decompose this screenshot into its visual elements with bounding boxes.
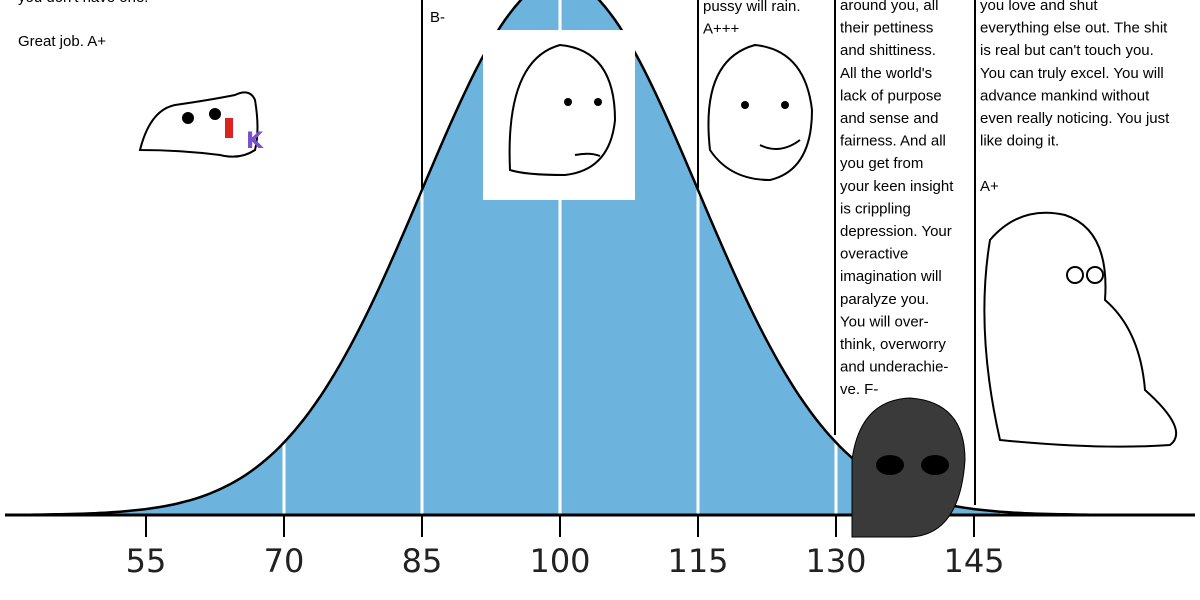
caption-line: you get from <box>840 155 923 172</box>
curve <box>5 0 1195 517</box>
caption-line: You will over- <box>840 313 929 330</box>
caption-line: like doing it. <box>980 133 1059 150</box>
tick-label: 70 <box>264 542 305 580</box>
caption-line: you don't have one. <box>18 0 148 6</box>
caption-line: even really noticing. You just <box>980 110 1170 127</box>
caption-line: fairness. And all <box>840 133 946 150</box>
caption-line: think, overworry <box>840 336 946 353</box>
black-dividers <box>421 0 976 505</box>
face-left: K <box>138 91 264 158</box>
tick-label: 115 <box>667 542 728 580</box>
face-center <box>483 30 635 200</box>
caption-line: is real but can't touch you. <box>980 42 1154 59</box>
tick-label: 55 <box>126 542 167 580</box>
caption-line: A+++ <box>703 21 740 38</box>
caption-line: and sense and <box>840 110 938 127</box>
tick-label: 130 <box>805 542 866 580</box>
caption-line: ve. F- <box>840 381 878 398</box>
caption-line: their pettiness <box>840 20 933 37</box>
caption-line: and shittiness. <box>840 42 936 59</box>
caption-line: overactive <box>840 246 908 263</box>
caption-line: and underachie- <box>840 359 948 376</box>
face-doomer <box>851 397 966 538</box>
caption-line: lack of purpose <box>840 87 942 104</box>
caption-line: around you, all <box>840 0 938 14</box>
caption-line: you love and shut <box>980 0 1098 14</box>
face-smug <box>707 43 814 182</box>
caption-line: pussy will rain. <box>703 0 801 15</box>
caption-line: advance mankind without <box>980 87 1150 104</box>
face-brain <box>983 211 1178 448</box>
caption-line: paralyze you. <box>840 291 929 308</box>
caption-line: is crippling <box>840 200 911 217</box>
svg-text:K: K <box>246 129 264 154</box>
caption-line: your keen insight <box>840 178 954 195</box>
tick-label: 85 <box>402 542 443 580</box>
caption-line: everything else out. The shit <box>980 20 1168 37</box>
caption-line: You can truly excel. You will <box>980 65 1164 82</box>
caption-line: All the world's <box>840 65 932 82</box>
caption-line: imagination will <box>840 268 942 285</box>
curve-area <box>100 0 1000 515</box>
caption-line: Great job. A+ <box>18 33 106 50</box>
tick-label: 145 <box>943 542 1004 580</box>
caption-line: depression. Your <box>840 223 952 240</box>
tick-label: 100 <box>529 542 590 580</box>
caption-line: B- <box>430 9 445 26</box>
caption-line: A+ <box>980 178 999 195</box>
